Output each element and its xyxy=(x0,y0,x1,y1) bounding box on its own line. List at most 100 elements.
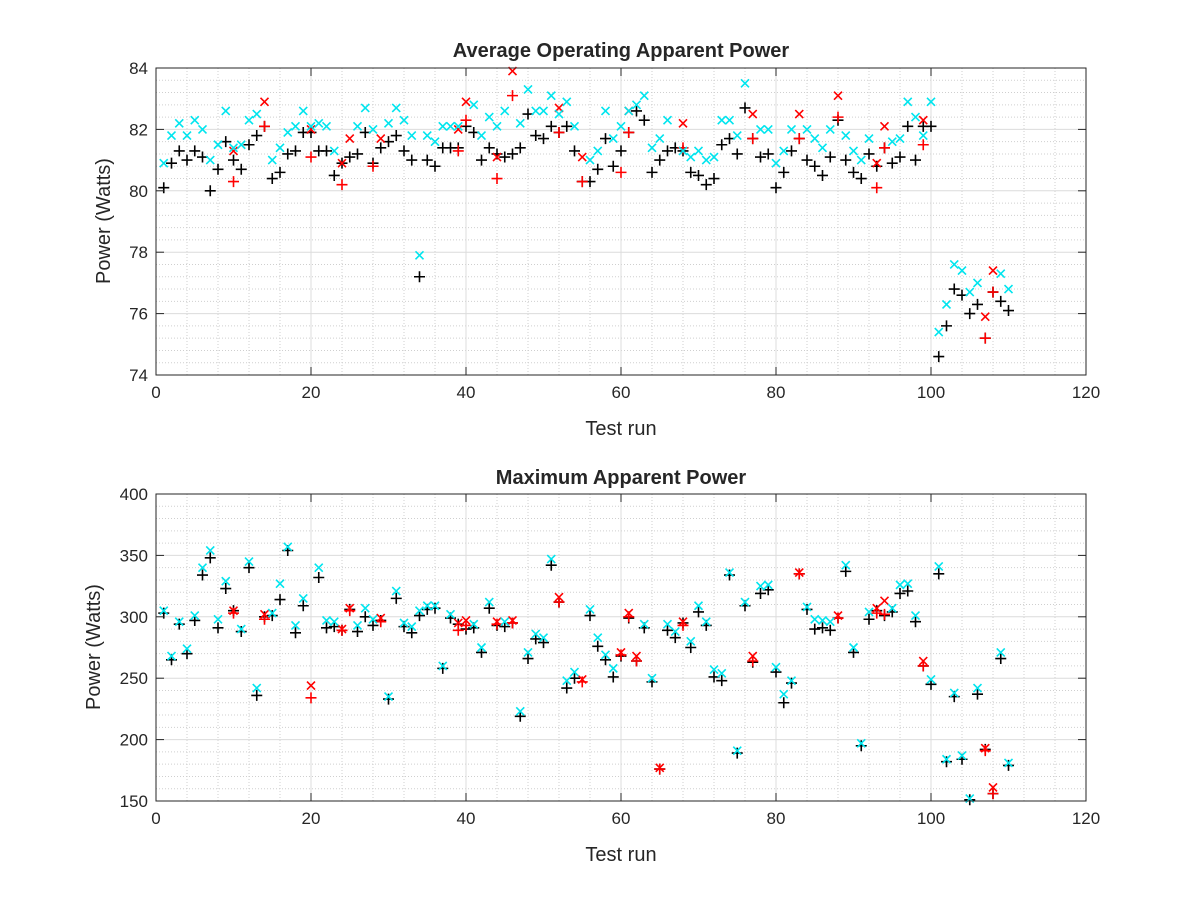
data-point xyxy=(639,619,649,629)
data-point xyxy=(786,676,797,686)
data-point xyxy=(189,145,201,157)
data-point xyxy=(996,269,1006,279)
data-point xyxy=(988,782,998,793)
x-tick-label: 40 xyxy=(457,809,476,828)
data-point xyxy=(972,278,983,288)
data-point xyxy=(360,103,370,113)
data-point xyxy=(779,146,789,156)
data-point xyxy=(895,580,905,590)
data-point xyxy=(926,674,936,684)
data-point xyxy=(755,124,766,134)
data-point xyxy=(507,148,518,160)
data-point xyxy=(685,166,697,178)
data-point xyxy=(655,134,665,144)
x-tick-label: 20 xyxy=(302,809,321,828)
data-point xyxy=(228,154,239,166)
data-point xyxy=(662,115,673,125)
data-point xyxy=(476,130,487,141)
data-markers xyxy=(158,542,1014,806)
data-point xyxy=(686,636,696,646)
data-point xyxy=(910,611,921,621)
y-tick-label: 78 xyxy=(129,243,148,262)
data-point xyxy=(670,626,680,637)
data-point xyxy=(476,642,487,653)
data-point xyxy=(917,660,929,672)
data-point xyxy=(159,158,169,168)
data-point xyxy=(283,542,293,552)
data-point xyxy=(438,661,448,671)
data-point xyxy=(926,97,936,107)
data-point xyxy=(824,151,836,163)
data-point xyxy=(863,613,875,625)
data-point xyxy=(771,662,781,672)
data-point xyxy=(716,139,728,151)
data-point xyxy=(531,629,541,639)
data-point xyxy=(615,649,627,661)
data-point xyxy=(500,106,510,116)
data-point xyxy=(313,572,325,584)
data-point xyxy=(538,637,549,649)
x-tick-label: 0 xyxy=(151,809,160,828)
data-point xyxy=(949,688,959,698)
data-point xyxy=(871,182,883,194)
data-point xyxy=(290,145,301,157)
data-point xyxy=(724,568,735,578)
data-point xyxy=(646,166,658,178)
data-point xyxy=(197,569,208,581)
data-point xyxy=(770,666,782,678)
data-point xyxy=(708,173,720,185)
data-point xyxy=(538,633,549,643)
data-point xyxy=(491,618,503,630)
data-point xyxy=(801,603,813,615)
data-point xyxy=(770,182,782,194)
data-point xyxy=(166,130,177,141)
data-point xyxy=(1003,758,1014,768)
data-point xyxy=(166,157,177,169)
x-tick-label: 80 xyxy=(767,383,786,402)
data-point xyxy=(701,617,711,627)
data-point xyxy=(189,614,201,626)
data-point xyxy=(731,747,743,759)
data-point xyxy=(375,616,387,628)
data-point xyxy=(855,173,867,185)
data-point xyxy=(732,130,742,141)
data-point xyxy=(647,143,657,153)
data-point xyxy=(569,667,580,677)
data-point xyxy=(895,134,905,144)
data-point xyxy=(213,140,223,150)
data-point xyxy=(988,266,998,276)
grid xyxy=(156,494,1086,801)
data-point xyxy=(561,120,573,132)
data-point xyxy=(600,106,611,116)
data-point xyxy=(236,624,246,634)
data-point xyxy=(173,145,185,157)
data-point xyxy=(321,145,332,157)
data-point xyxy=(390,130,402,142)
x-axis-label: Test run xyxy=(585,418,656,440)
data-point xyxy=(592,163,604,175)
data-point xyxy=(306,681,316,691)
data-point xyxy=(779,689,789,699)
data-point xyxy=(562,97,572,107)
data-point xyxy=(809,160,821,172)
chart-title: Maximum Apparent Power xyxy=(496,467,747,489)
data-point xyxy=(531,106,541,116)
data-point xyxy=(747,133,759,145)
y-tick-label: 76 xyxy=(129,305,148,324)
chart-maximum-power: 0 20 40 60 80 100 120 150 200 250 300 350 400 Maximu… xyxy=(83,467,1100,866)
data-point xyxy=(979,332,991,344)
data-point xyxy=(182,130,192,141)
data-point xyxy=(515,118,525,128)
data-point xyxy=(336,624,348,636)
data-point xyxy=(762,148,774,160)
y-tick-label: 82 xyxy=(129,120,148,139)
data-point xyxy=(576,176,588,188)
x-tick-label: 120 xyxy=(1072,809,1100,828)
data-point xyxy=(886,157,898,169)
y-tick-label: 84 xyxy=(129,59,148,78)
data-point xyxy=(476,154,487,166)
data-point xyxy=(817,143,828,153)
data-point xyxy=(321,121,332,131)
data-point xyxy=(786,145,797,157)
data-point xyxy=(623,126,635,138)
